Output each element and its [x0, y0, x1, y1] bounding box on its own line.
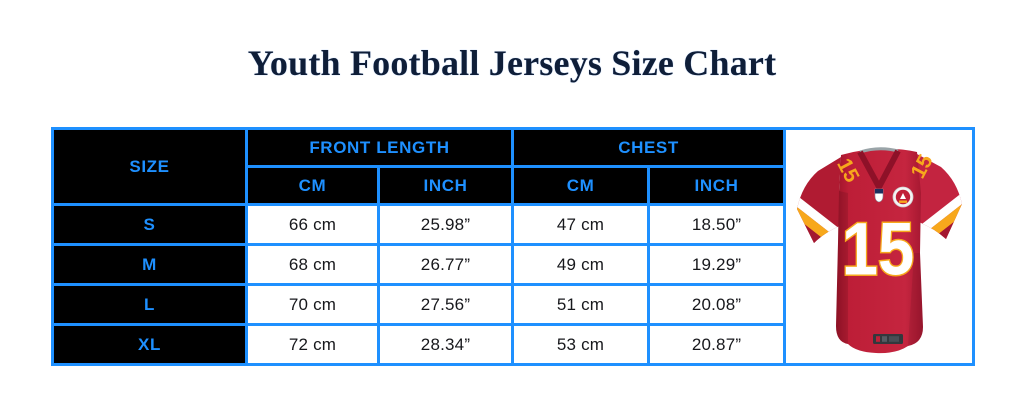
- size-cell: M: [51, 243, 248, 286]
- header-row-units: CM INCH CM INCH: [53, 165, 974, 206]
- header-front-cm: CM: [245, 165, 380, 206]
- page-title: Youth Football Jerseys Size Chart: [247, 43, 777, 83]
- front-length-inch-cell: 28.34”: [376, 323, 515, 366]
- jersey-illustration: 15 15 15: [797, 146, 963, 353]
- header-row-groups: SIZE FRONT LENGTH CHEST: [51, 127, 976, 366]
- size-cell: S: [51, 203, 248, 246]
- front-length-inch-cell: 27.56”: [376, 283, 515, 326]
- size-chart: SIZE FRONT LENGTH CHEST: [51, 127, 976, 366]
- header-front-length: FRONT LENGTH: [244, 127, 515, 168]
- table-row-l: L 70 cm 27.56” 51 cm 20.08”: [51, 283, 974, 326]
- jock-tag: [873, 333, 904, 344]
- chest-cm-cell: 51 cm: [511, 283, 651, 326]
- header-chest: CHEST: [511, 127, 787, 168]
- chest-inch-cell: 20.08”: [647, 283, 787, 326]
- size-chart-table: SIZE FRONT LENGTH CHEST: [51, 127, 976, 366]
- jersey-vneck: [857, 149, 901, 190]
- front-length-cm-cell: 72 cm: [245, 323, 380, 366]
- chest-cm-cell: 49 cm: [511, 243, 651, 286]
- front-length-cm-cell: 70 cm: [245, 283, 380, 326]
- chest-cm-cell: 53 cm: [511, 323, 651, 366]
- front-length-cm-cell: 68 cm: [245, 243, 380, 286]
- chest-inch-cell: 18.50”: [647, 203, 787, 246]
- chest-cm-cell: 47 cm: [511, 203, 651, 246]
- jersey-product-image: 15 15 15: [783, 127, 976, 366]
- header-chest-inch: INCH: [647, 165, 787, 206]
- table-row-xl: XL 72 cm 28.34” 53 cm 20.87”: [51, 323, 974, 366]
- size-cell: L: [51, 283, 248, 326]
- header-chest-cm: CM: [511, 165, 651, 206]
- table-row-s: S 66 cm 25.98” 47 cm 18.50”: [51, 203, 974, 246]
- jersey-number: 15: [842, 207, 914, 290]
- nfl-shield-icon: [874, 188, 884, 202]
- chest-inch-cell: 20.87”: [647, 323, 787, 366]
- header-size: SIZE: [51, 127, 248, 206]
- chest-inch-cell: 19.29”: [647, 243, 787, 286]
- front-length-inch-cell: 25.98”: [376, 203, 515, 246]
- front-length-cm-cell: 66 cm: [245, 203, 380, 246]
- jersey-collar-inner-band: [859, 146, 899, 153]
- team-patch-icon: [892, 186, 914, 207]
- nike-swoosh-icon: [935, 206, 951, 219]
- size-cell: XL: [51, 323, 248, 366]
- table-row-m: M 68 cm 26.77” 49 cm 19.29”: [51, 243, 974, 286]
- header-front-inch: INCH: [376, 165, 515, 206]
- front-length-inch-cell: 26.77”: [376, 243, 515, 286]
